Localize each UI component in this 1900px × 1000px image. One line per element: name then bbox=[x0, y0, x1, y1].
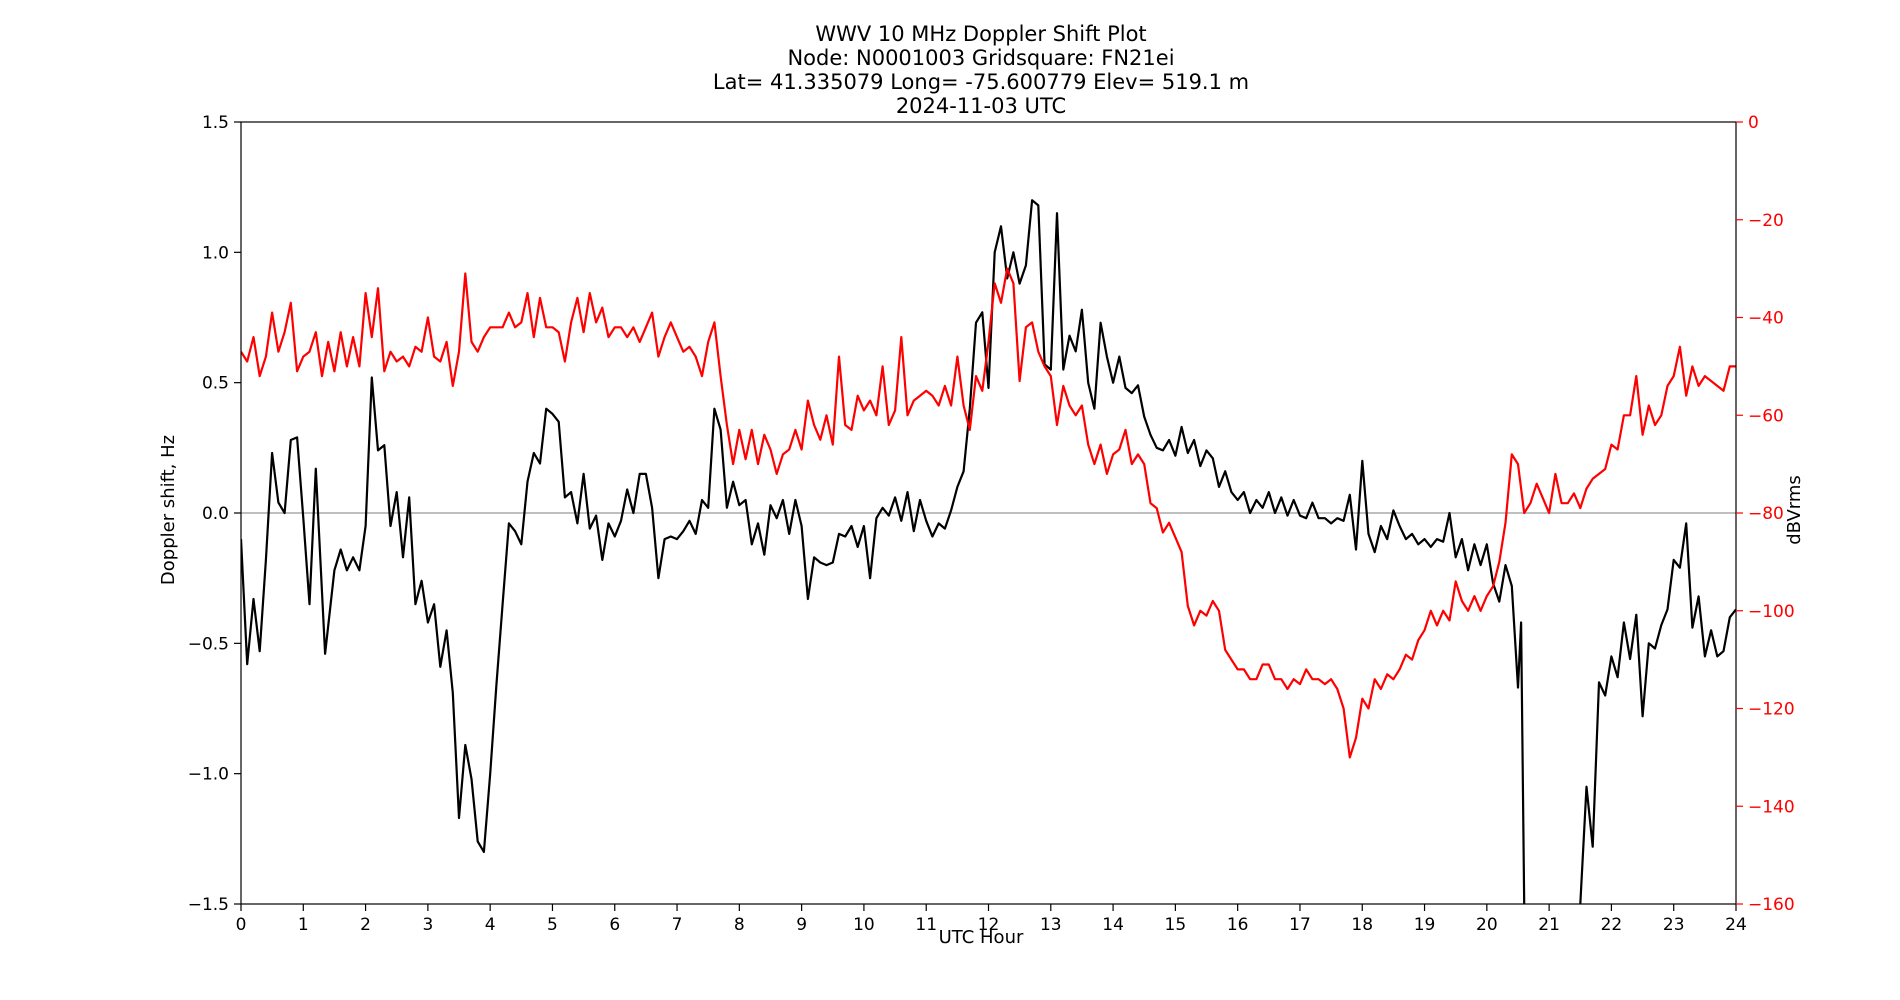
x-tick-label: 3 bbox=[422, 915, 433, 935]
y-right-tick-label: −80 bbox=[1748, 504, 1784, 524]
x-tick-label: 13 bbox=[1040, 915, 1062, 935]
x-tick-label: 6 bbox=[609, 915, 620, 935]
x-tick-label: 11 bbox=[915, 915, 937, 935]
title-line-2: Node: N0001003 Gridsquare: FN21ei bbox=[787, 46, 1174, 70]
x-tick-label: 14 bbox=[1102, 915, 1124, 935]
x-tick-label: 2 bbox=[360, 915, 371, 935]
y-axis-right: −160 −140 −120 −100 −80 −60 −40 −20 0 bbox=[1736, 113, 1795, 915]
y-left-tick-label: 0.0 bbox=[202, 504, 229, 524]
x-tick-label: 8 bbox=[734, 915, 745, 935]
title-line-1: WWV 10 MHz Doppler Shift Plot bbox=[815, 22, 1146, 46]
x-tick-label: 17 bbox=[1289, 915, 1311, 935]
y-left-tick-label: −1.5 bbox=[188, 895, 229, 915]
x-tick-label: 19 bbox=[1414, 915, 1436, 935]
y-right-tick-label: −120 bbox=[1748, 700, 1795, 720]
y-axis-left: −1.5 −1.0 −0.5 0.0 0.5 1.0 1.5 bbox=[188, 113, 241, 915]
doppler-series-line-1 bbox=[1579, 522, 1736, 904]
y-right-tick-label: 0 bbox=[1748, 113, 1759, 133]
x-axis-label: UTC Hour bbox=[939, 927, 1024, 948]
x-tick-label: 15 bbox=[1165, 915, 1187, 935]
x-tick-label: 16 bbox=[1227, 915, 1249, 935]
y-right-tick-label: −160 bbox=[1748, 895, 1795, 915]
title-line-4: 2024-11-03 UTC bbox=[896, 94, 1066, 118]
y-left-tick-label: 1.0 bbox=[202, 243, 229, 263]
y-right-tick-label: −20 bbox=[1748, 211, 1784, 231]
x-tick-label: 22 bbox=[1601, 915, 1623, 935]
y-right-tick-label: −100 bbox=[1748, 602, 1795, 622]
x-tick-label: 5 bbox=[547, 915, 558, 935]
y-axis-left-label: Doppler shift, Hz bbox=[158, 435, 179, 585]
x-axis: 0 1 2 3 4 5 6 7 8 9 10 11 12 13 14 15 16 17 18 19 20 21 22 23 24 bbox=[236, 904, 1747, 935]
title-line-3: Lat= 41.335079 Long= -75.600779 Elev= 51… bbox=[713, 70, 1249, 94]
y-left-tick-label: 0.5 bbox=[202, 374, 229, 394]
x-tick-label: 20 bbox=[1476, 915, 1498, 935]
power-series-line bbox=[241, 267, 1736, 759]
x-tick-label: 7 bbox=[672, 915, 683, 935]
y-left-tick-label: −0.5 bbox=[188, 634, 229, 654]
x-tick-label: 21 bbox=[1538, 915, 1560, 935]
y-left-tick-label: −1.0 bbox=[188, 765, 229, 785]
series-lines bbox=[241, 199, 1736, 904]
y-axis-right-label: dBVrms bbox=[1784, 475, 1805, 545]
x-tick-label: 10 bbox=[853, 915, 875, 935]
x-tick-label: 18 bbox=[1351, 915, 1373, 935]
y-right-tick-label: −40 bbox=[1748, 309, 1784, 329]
doppler-series-line-0 bbox=[241, 199, 1526, 904]
y-right-tick-label: −140 bbox=[1748, 797, 1795, 817]
x-tick-label: 0 bbox=[236, 915, 247, 935]
x-tick-label: 12 bbox=[978, 915, 1000, 935]
chart-title: WWV 10 MHz Doppler Shift Plot Node: N000… bbox=[713, 22, 1249, 118]
x-tick-label: 4 bbox=[485, 915, 496, 935]
x-tick-label: 1 bbox=[298, 915, 309, 935]
y-left-tick-label: 1.5 bbox=[202, 113, 229, 133]
x-tick-label: 23 bbox=[1663, 915, 1685, 935]
y-right-tick-label: −60 bbox=[1748, 406, 1784, 426]
x-tick-label: 24 bbox=[1725, 915, 1747, 935]
x-tick-label: 9 bbox=[796, 915, 807, 935]
